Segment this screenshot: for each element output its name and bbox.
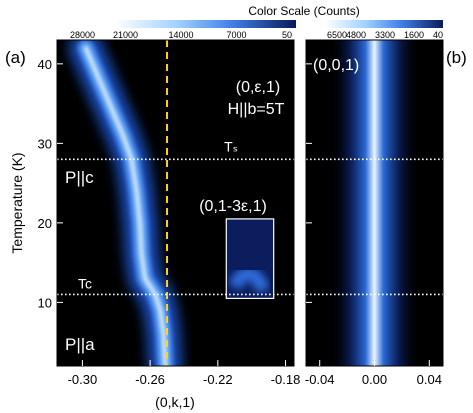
colorbar-a-tick-2: 14000: [168, 30, 193, 40]
panel-a: -0.30 -0.26 -0.22 -0.18 10 20 30 40 (0,ε,1) H|…: [5, 39, 301, 410]
x-tick-label-a-2: -0.22: [203, 372, 233, 387]
y-tick-label-a-2: 30: [38, 136, 52, 151]
transition-lines-b: [306, 158, 443, 296]
colorbar-b: [325, 20, 443, 28]
x-tick-label-b-1: 0.00: [362, 372, 387, 387]
colorbar-a-tick-1: 21000: [113, 30, 138, 40]
colorbar-b-tick-2: 3300: [375, 30, 395, 40]
colorbar-title: Color Scale (Counts): [248, 4, 359, 18]
colorbar-b-tick-0: 6500: [327, 30, 347, 40]
inset-frame: [225, 218, 275, 300]
ridge-core: [83, 45, 168, 366]
inset: [225, 218, 275, 300]
ts-label: Tₛ: [224, 138, 238, 154]
y-axis-label: Temperature (K): [9, 152, 25, 253]
colorbar-a-tick-4: 50: [282, 30, 292, 40]
panel-a-frame: [56, 39, 295, 367]
panel-b: -0.04 0.00 0.04 (0,0,1) (b): [305, 39, 467, 387]
colorbar-b-tick-3: 1600: [404, 30, 424, 40]
x-tick-label-b-2: 0.04: [417, 372, 442, 387]
y-tick-label-a-3: 40: [38, 57, 52, 72]
inset-label: (0,1-3ε,1): [199, 198, 267, 215]
colorbar-a-tick-3: 7000: [226, 30, 246, 40]
phase-label-pa: P||a: [65, 335, 95, 354]
y-ticks-a: 10 20 30 40: [38, 57, 63, 310]
colorbar-a: [115, 20, 296, 28]
colorbar-b-tick-4: 40: [433, 30, 443, 40]
x-ticks-b: -0.04 0.00 0.04: [305, 360, 442, 387]
x-tick-label-b-0: -0.04: [305, 372, 335, 387]
x-ticks-a: -0.30 -0.26 -0.22 -0.18: [68, 360, 301, 387]
colorbar-b-tick-1: 4800: [346, 30, 366, 40]
field-annotation: H||b=5T: [228, 101, 285, 118]
tc-label: Tc: [78, 275, 92, 291]
x-tick-label-a-1: -0.26: [135, 372, 165, 387]
colorbar-a-ticks: 28000 21000 14000 7000 50: [70, 30, 292, 40]
phase-label-pc: P||c: [65, 168, 94, 187]
peak-band: [329, 40, 420, 366]
x-tick-label-a-0: -0.30: [68, 372, 98, 387]
panel-a-label: (a): [5, 48, 26, 67]
x-axis-label: (0,k,1): [155, 394, 195, 410]
y-tick-label-a-0: 10: [38, 295, 52, 310]
panel-b-label: (b): [446, 48, 467, 67]
colorbar-a-tick-0: 28000: [70, 30, 95, 40]
inset-signal: [228, 266, 271, 294]
transition-lines-a: [57, 158, 294, 296]
y-ticks-b: [306, 63, 312, 303]
x-tick-label-a-3: -0.18: [271, 372, 301, 387]
peak-annotation: (0,0,1): [313, 57, 359, 74]
y-tick-label-a-1: 20: [38, 216, 52, 231]
ridge-annotation: (0,ε,1): [236, 79, 280, 96]
